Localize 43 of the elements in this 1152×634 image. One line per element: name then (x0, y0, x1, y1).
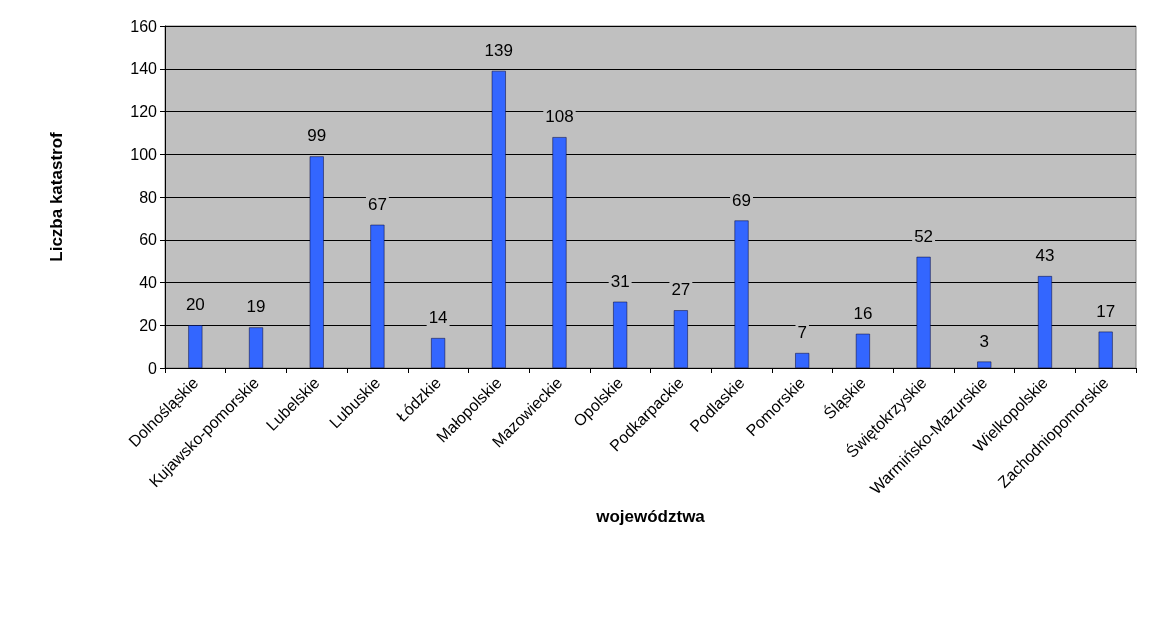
data-label: 17 (1096, 301, 1116, 321)
y-tick-label: 40 (139, 274, 158, 291)
data-label: 3 (979, 331, 990, 351)
bar (370, 224, 385, 368)
bar (491, 70, 506, 368)
data-label: 27 (671, 280, 691, 300)
bar (673, 310, 688, 368)
bar (977, 361, 992, 368)
bar (309, 156, 324, 368)
bar (188, 325, 203, 368)
bar (855, 333, 870, 368)
y-tick-label: 60 (139, 231, 158, 249)
data-label: 139 (484, 40, 513, 60)
y-tick-label: 140 (130, 60, 158, 78)
data-label: 19 (246, 297, 266, 317)
data-label: 14 (428, 308, 448, 328)
bar (249, 327, 264, 368)
bar (795, 353, 810, 368)
y-tick-label: 80 (139, 188, 158, 206)
y-tick-label: 120 (130, 103, 158, 120)
bar (1098, 331, 1113, 368)
y-tick-label: 0 (148, 359, 158, 377)
y-tick-label: 160 (130, 17, 158, 35)
data-label: 43 (1035, 246, 1055, 266)
data-label: 7 (797, 323, 807, 343)
data-label: 99 (307, 126, 327, 146)
bar (1037, 276, 1052, 368)
data-label: 31 (610, 271, 630, 291)
data-label: 16 (853, 303, 873, 323)
data-label: 108 (545, 107, 574, 127)
bar (734, 220, 749, 368)
x-axis-title: województwa (595, 507, 706, 526)
y-tick-label: 20 (139, 316, 158, 334)
data-label: 67 (367, 194, 387, 214)
bar (431, 338, 446, 368)
bar (613, 301, 628, 368)
bar (552, 137, 567, 368)
data-label: 20 (185, 295, 205, 315)
data-label: 52 (914, 226, 934, 246)
bar (916, 256, 931, 368)
data-label: 69 (732, 190, 751, 210)
y-axis-title: Liczba katastrof (47, 131, 66, 262)
y-tick-label: 100 (130, 145, 158, 163)
